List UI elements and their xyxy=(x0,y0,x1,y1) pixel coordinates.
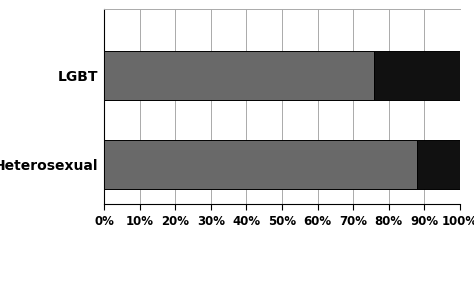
Bar xyxy=(104,51,374,100)
Bar xyxy=(104,140,417,189)
Bar xyxy=(417,140,460,189)
Bar xyxy=(374,51,460,100)
